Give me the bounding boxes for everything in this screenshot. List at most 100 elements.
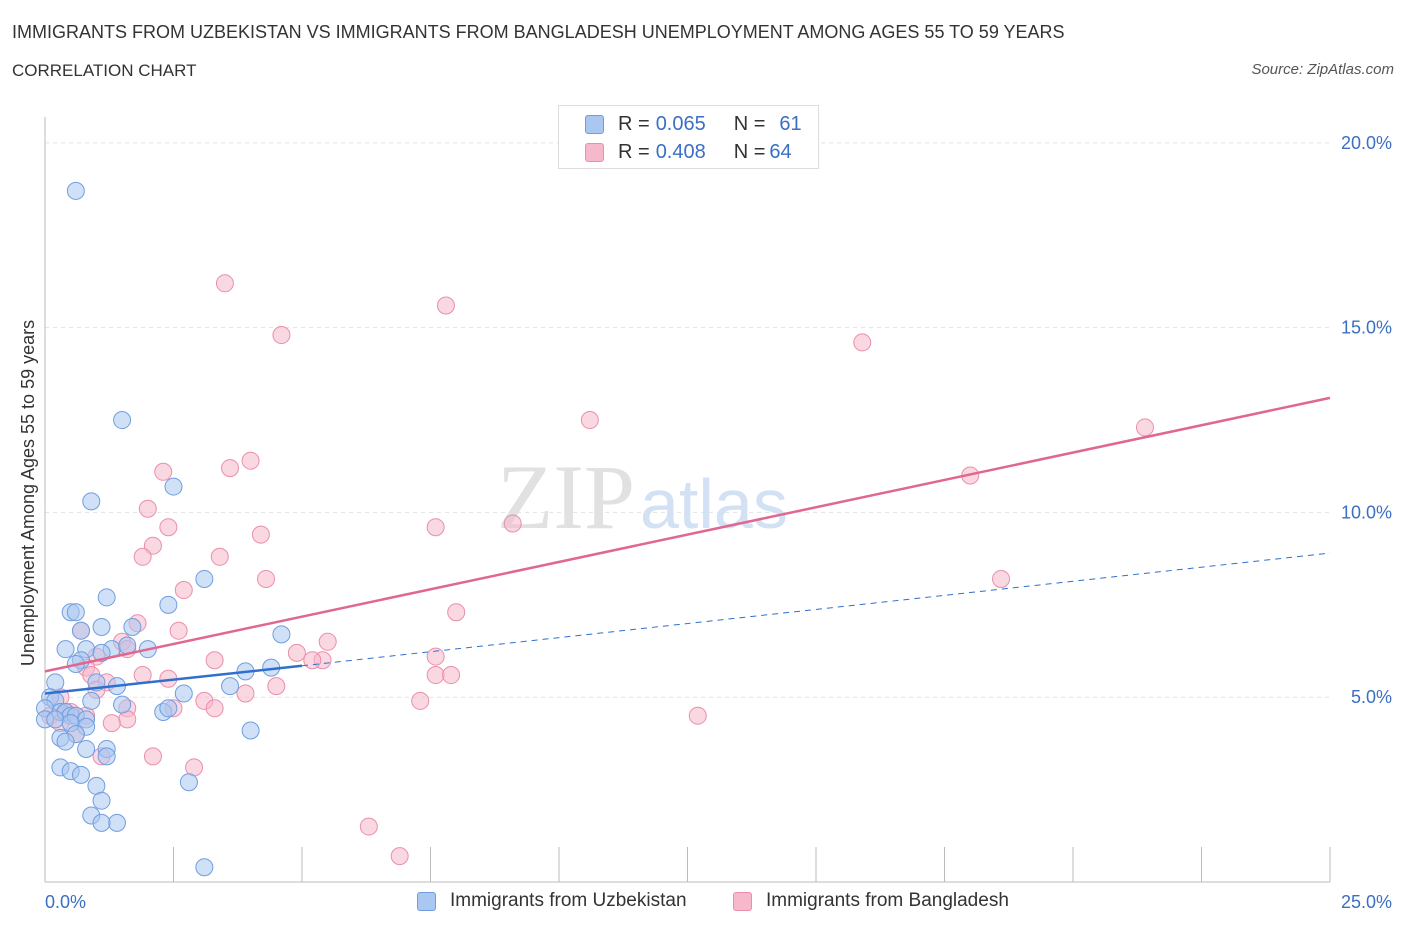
data-point-uzbekistan [164,477,183,496]
data-point-uzbekistan [46,710,65,729]
data-point-uzbekistan [159,699,178,718]
data-point-uzbekistan [71,765,90,784]
data-point-bangladesh [318,632,337,651]
data-point-bangladesh [133,666,152,685]
data-point-bangladesh [436,296,455,315]
data-point-bangladesh [303,651,322,670]
data-point-uzbekistan [195,569,214,588]
legend-swatch-bangladesh [585,142,604,162]
data-point-uzbekistan [113,411,132,430]
data-point-uzbekistan [66,181,85,200]
data-point-uzbekistan [56,732,75,751]
data-point-bangladesh [221,459,240,478]
data-point-uzbekistan [221,677,240,696]
data-point-bangladesh [174,581,193,600]
data-point-uzbekistan [92,643,111,662]
chart-title: IMMIGRANTS FROM UZBEKISTAN VS IMMIGRANTS… [12,22,1065,42]
data-point-bangladesh [580,411,599,430]
watermark: ZIP atlas [497,446,788,548]
data-point-bangladesh [688,706,707,725]
data-point-bangladesh [426,518,445,537]
data-point-bangladesh [992,569,1011,588]
data-point-bangladesh [267,677,286,696]
data-point-bangladesh [154,462,173,481]
data-point-bangladesh [390,847,409,866]
data-point-bangladesh [359,817,378,836]
data-point-uzbekistan [97,588,116,607]
data-point-bangladesh [133,547,152,566]
series-legend: Immigrants from Uzbekistan Immigrants fr… [0,890,1406,914]
legend-label-uzbekistan: Immigrants from Uzbekistan [450,890,687,911]
data-point-bangladesh [447,603,466,622]
data-point-uzbekistan [92,618,111,636]
data-point-uzbekistan [82,492,101,511]
data-point-bangladesh [205,699,224,718]
x-tick-label: 0.0% [45,892,86,912]
data-point-bangladesh [215,274,234,293]
data-point-uzbekistan [56,640,75,659]
axes [44,117,1331,883]
data-point-bangladesh [257,569,276,588]
chart-subtitle: CORRELATION CHART [12,61,197,80]
data-point-uzbekistan [179,773,198,792]
legend-r-value: 0.408 [655,140,706,163]
trend-line-uzbekistan [44,664,303,695]
data-point-bangladesh [426,666,445,685]
data-point-bangladesh [159,518,178,537]
legend-swatch-uzbekistan [585,114,604,134]
data-point-bangladesh [287,643,306,662]
x-tick-label: 25.0% [1341,892,1392,912]
data-point-bangladesh [411,691,430,710]
watermark-zip: ZIP [497,446,635,548]
data-point-uzbekistan [159,595,178,614]
data-point-bangladesh [272,326,291,345]
watermark-atlas: atlas [640,465,788,543]
tick-labels: 5.0% 10.0% 15.0% 20.0% 0.0% 25.0% [45,133,1392,912]
gridlines [45,142,1330,698]
y-tick-label: 20.0% [1341,133,1392,153]
y-axis-label: Unemployment Among Ages 55 to 59 years [18,320,38,666]
data-point-bangladesh [138,499,157,518]
data-point-uzbekistan [92,791,111,810]
legend-r-label: R = [618,140,650,163]
data-point-bangladesh [102,714,121,733]
trend-line-uzbekistan-extension [301,552,1331,667]
legend-swatch-bangladesh [733,891,752,911]
data-point-uzbekistan [71,621,90,640]
data-point-uzbekistan [241,721,260,740]
y-tick-label: 5.0% [1351,687,1392,707]
y-tick-label: 10.0% [1341,502,1392,522]
series-bangladesh-points [41,274,1154,866]
data-point-uzbekistan [77,739,96,758]
legend-n-value: 64 [769,140,792,163]
legend-n-value: 61 [779,112,802,135]
stats-legend: R = 0.065 N = 61 R = 0.408 N = 64 [558,105,819,169]
data-point-bangladesh [853,333,872,352]
data-point-uzbekistan [82,691,101,710]
data-point-uzbekistan [97,747,116,766]
legend-row-uzbekistan: R = 0.065 N = 61 [585,112,802,136]
series-uzbekistan-points [36,181,291,877]
data-point-uzbekistan [195,858,214,877]
legend-swatch-uzbekistan [417,891,436,911]
legend-n-label: N = [733,112,766,135]
legend-label-bangladesh: Immigrants from Bangladesh [766,890,1009,911]
data-point-uzbekistan [92,813,111,832]
data-point-uzbekistan [107,813,126,832]
data-point-bangladesh [236,684,255,703]
data-point-uzbekistan [66,603,85,622]
trend-line-bangladesh [44,396,1331,673]
legend-item-uzbekistan[interactable]: Immigrants from Uzbekistan [417,890,687,912]
legend-r-value: 0.065 [655,112,706,135]
data-point-bangladesh [210,547,229,566]
legend-r-label: R = [618,112,650,135]
legend-item-bangladesh[interactable]: Immigrants from Bangladesh [733,890,1009,912]
y-tick-label: 15.0% [1341,318,1392,338]
data-point-bangladesh [426,647,445,666]
data-point-bangladesh [1135,418,1154,437]
data-point-uzbekistan [272,625,291,644]
data-point-bangladesh [169,621,188,640]
data-point-bangladesh [143,747,162,766]
data-point-bangladesh [205,651,224,670]
